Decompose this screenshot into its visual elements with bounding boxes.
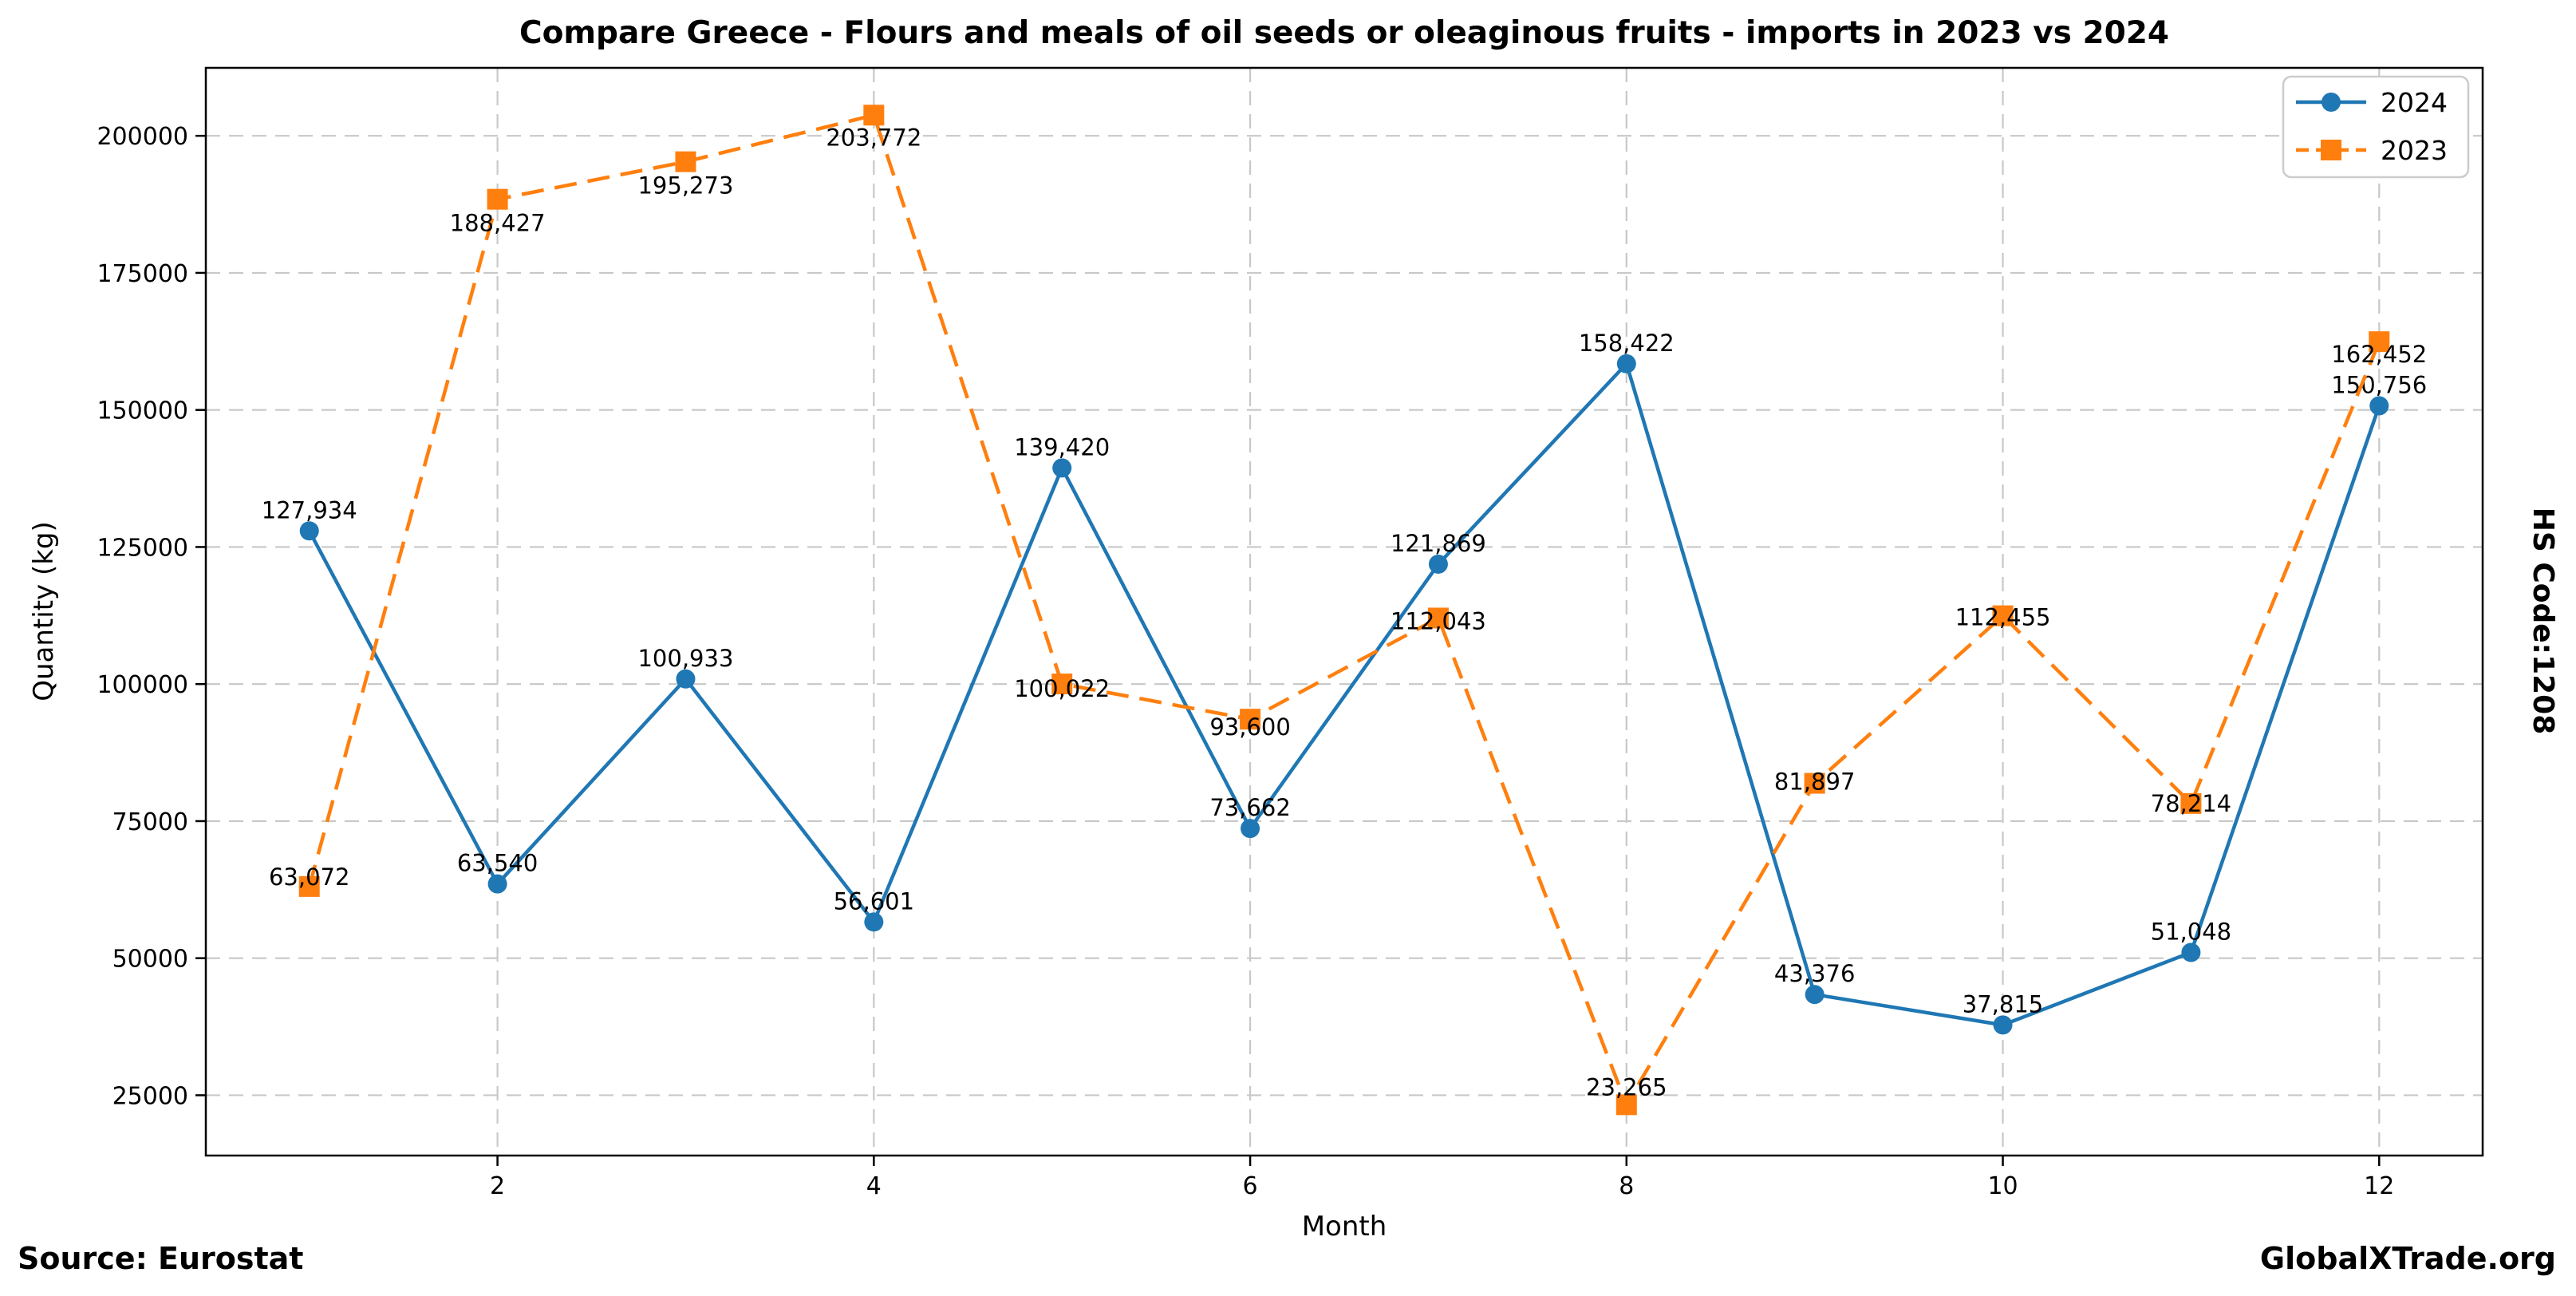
hs-code-label: HS Code:1208 bbox=[2527, 508, 2559, 735]
grid-layer bbox=[206, 68, 2483, 1156]
data-point-2023-10 bbox=[1992, 605, 2014, 626]
data-label-2024-5: 139,420 bbox=[1014, 433, 1110, 460]
data-label-2024-7: 121,869 bbox=[1391, 530, 1486, 557]
x-tick-label: 6 bbox=[1243, 1172, 1258, 1200]
watermark-label: GlobalXTrade.org bbox=[2260, 1241, 2556, 1276]
data-label-2023-2: 188,427 bbox=[450, 210, 546, 237]
data-label-2024-12: 150,756 bbox=[2331, 371, 2427, 398]
data-label-2023-8: 23,265 bbox=[1586, 1073, 1667, 1100]
data-label-2024-1: 127,934 bbox=[262, 496, 357, 524]
chart-title: Compare Greece - Flours and meals of oil… bbox=[519, 15, 2169, 51]
y-tick-label: 75000 bbox=[112, 808, 188, 836]
y-axis-label: Quantity (kg) bbox=[28, 521, 60, 701]
data-label-2023-1: 63,072 bbox=[269, 863, 349, 891]
data-point-2024-9 bbox=[1805, 985, 1825, 1005]
data-point-2024-8 bbox=[1616, 354, 1636, 373]
x-tick-label: 12 bbox=[2364, 1172, 2394, 1200]
data-label-2023-5: 100,022 bbox=[1014, 675, 1110, 702]
y-tick-label: 200000 bbox=[97, 123, 188, 151]
data-point-2024-1 bbox=[299, 521, 319, 541]
data-point-2024-4 bbox=[864, 912, 884, 932]
legend-marker-2024 bbox=[2322, 93, 2341, 112]
data-point-2023-3 bbox=[675, 151, 696, 172]
series-line-2024 bbox=[307, 360, 2381, 1027]
data-point-2023-9 bbox=[1804, 772, 1825, 794]
y-tick-label: 100000 bbox=[97, 671, 188, 699]
data-point-2024-3 bbox=[676, 669, 696, 689]
data-label-2023-4: 203,772 bbox=[826, 124, 921, 151]
x-tick-label: 4 bbox=[866, 1172, 882, 1200]
data-point-2023-11 bbox=[2180, 792, 2202, 814]
data-point-2024-12 bbox=[2369, 396, 2389, 416]
y-tick-label: 25000 bbox=[112, 1082, 188, 1110]
data-label-2024-4: 56,601 bbox=[834, 887, 914, 915]
data-point-2024-11 bbox=[2181, 942, 2201, 962]
legend-marker-2023 bbox=[2321, 140, 2341, 160]
data-point-2024-2 bbox=[487, 874, 507, 894]
data-point-2023-12 bbox=[2369, 331, 2390, 353]
x-tick-label: 2 bbox=[490, 1172, 505, 1200]
source-label: Source: Eurostat bbox=[18, 1241, 303, 1276]
data-point-2023-2 bbox=[487, 188, 508, 210]
y-tick-label: 150000 bbox=[97, 397, 188, 425]
data-label-2023-3: 195,273 bbox=[637, 172, 733, 200]
data-label-2024-8: 158,422 bbox=[1579, 330, 1675, 357]
data-point-2024-6 bbox=[1241, 819, 1260, 839]
x-tick-label: 10 bbox=[1987, 1172, 2018, 1200]
series-line-2023 bbox=[307, 113, 2381, 1109]
data-point-2023-6 bbox=[1240, 709, 1261, 730]
data-label-2024-9: 43,376 bbox=[1774, 960, 1855, 987]
data-point-2023-7 bbox=[1427, 607, 1449, 629]
y-tick-label: 125000 bbox=[97, 534, 188, 562]
data-point-2023-5 bbox=[1051, 674, 1073, 695]
data-label-2023-6: 93,600 bbox=[1209, 713, 1290, 741]
series-layer: 127,934 63,540 100,933 56,601 139,420 73,662 1… bbox=[262, 105, 2427, 1116]
data-point-2023-8 bbox=[1615, 1094, 1637, 1116]
data-point-2024-7 bbox=[1428, 554, 1448, 574]
y-tick-label: 50000 bbox=[112, 946, 188, 974]
data-point-2024-5 bbox=[1052, 458, 1072, 478]
data-point-2023-4 bbox=[863, 105, 885, 126]
y-tick-label: 175000 bbox=[97, 260, 188, 288]
data-label-2023-10: 112,455 bbox=[1955, 604, 2051, 631]
data-label-2023-9: 81,897 bbox=[1774, 769, 1855, 796]
x-axis-label: Month bbox=[1302, 1211, 1387, 1243]
data-label-2024-11: 51,048 bbox=[2151, 918, 2231, 945]
data-label-2024-3: 100,933 bbox=[637, 645, 733, 672]
data-point-2023-1 bbox=[298, 875, 320, 897]
data-label-2024-2: 63,540 bbox=[457, 850, 538, 877]
legend-label-2024: 2024 bbox=[2381, 87, 2448, 118]
legend: 2024 2023 bbox=[2282, 75, 2470, 179]
data-label-2023-7: 112,043 bbox=[1391, 607, 1486, 634]
legend-label-2023: 2023 bbox=[2381, 135, 2448, 166]
data-label-2023-11: 78,214 bbox=[2151, 790, 2231, 817]
data-label-2024-10: 37,815 bbox=[1963, 990, 2043, 1017]
plot-border bbox=[204, 66, 2484, 1157]
x-tick-label: 8 bbox=[1619, 1172, 1634, 1200]
data-label-2023-12: 162,452 bbox=[2331, 341, 2427, 368]
data-point-2024-10 bbox=[1993, 1015, 2013, 1035]
axis-layer: 25000 50000 75000 100000 125000 150000 175000 2… bbox=[97, 66, 2484, 1200]
data-label-2024-6: 73,662 bbox=[1209, 794, 1290, 821]
